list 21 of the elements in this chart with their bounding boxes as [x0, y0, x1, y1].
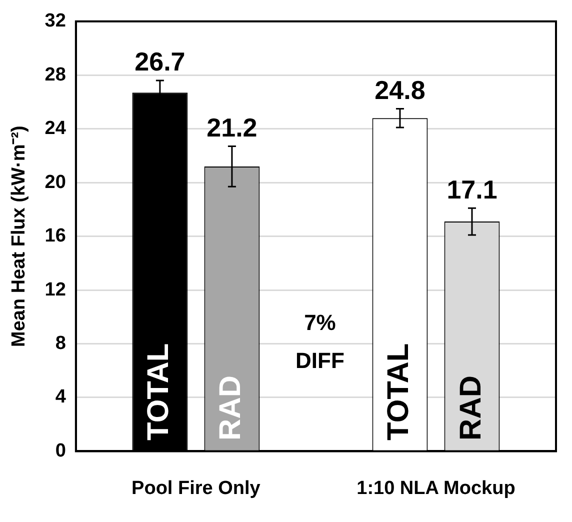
y-tick-label: 28 [44, 64, 66, 86]
y-tick-label: 4 [55, 386, 66, 408]
y-tick-label: 20 [44, 172, 66, 193]
data-label: 24.8 [374, 74, 426, 105]
data-label: 17.1 [446, 174, 498, 204]
y-tick-label: 24 [44, 118, 66, 140]
x-tick-label: Pool Fire Only [132, 478, 261, 499]
y-axis-title: Mean Heat Flux (kW·m⁻²) [8, 126, 30, 347]
y-tick-label: 16 [44, 226, 66, 247]
text: RAD [454, 375, 488, 440]
series-label: TOTAL [382, 343, 416, 440]
x-tick-label: 1:10 NLA Mockup [356, 478, 516, 499]
y-tick-label: 8 [55, 332, 66, 354]
text: TOTAL [142, 343, 176, 440]
y-tick-label: 12 [44, 279, 66, 300]
data-label: 26.7 [134, 46, 186, 77]
annotation: 7% DIFF [296, 310, 344, 373]
y-tick-label: 32 [44, 10, 66, 32]
y-tick-label: 0 [55, 440, 66, 462]
data-label: 21.2 [206, 112, 258, 142]
series-label: RAD [214, 375, 248, 440]
